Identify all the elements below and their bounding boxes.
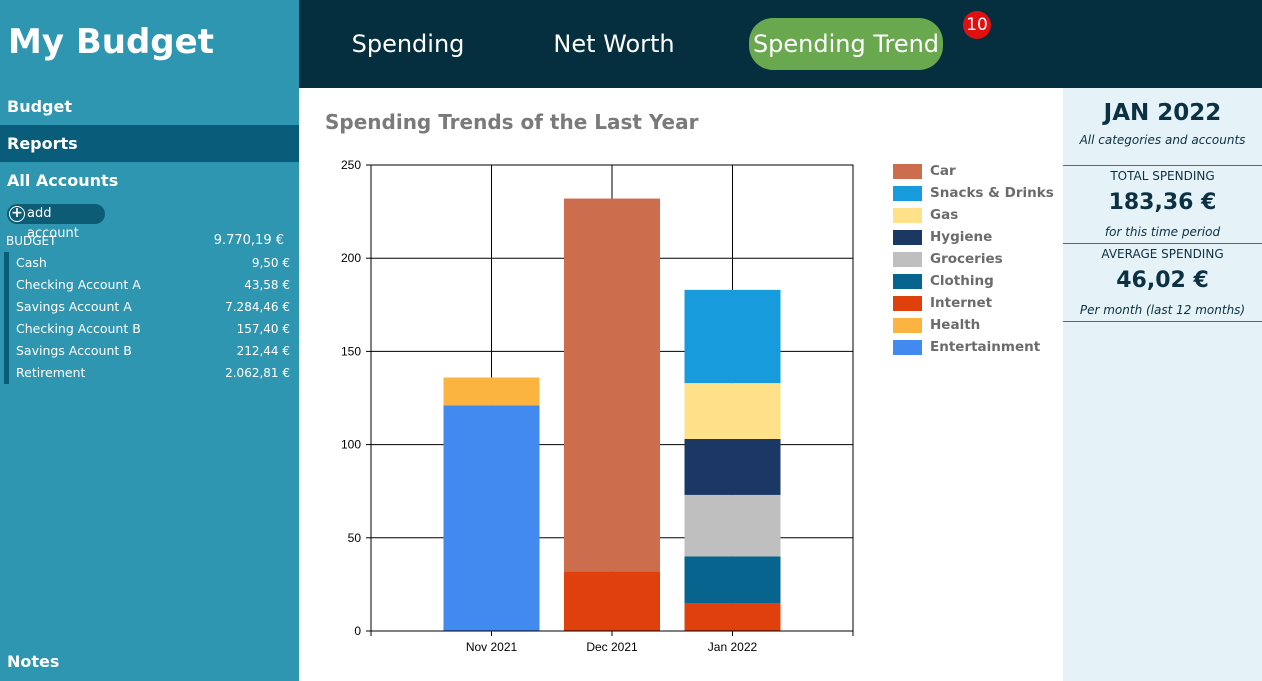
bar-segment — [443, 377, 540, 406]
tab-net-worth[interactable]: Net Worth — [553, 30, 675, 58]
legend-item: Health — [893, 314, 1054, 336]
legend-swatch — [893, 340, 922, 355]
add-account-button[interactable]: + add account — [7, 204, 105, 241]
chart-title: Spending Trends of the Last Year — [325, 110, 699, 134]
legend-item: Internet — [893, 292, 1054, 314]
account-name: Checking Account B — [16, 321, 141, 336]
add-account-label: add account — [27, 206, 79, 241]
account-amount: 2.062,81 € — [225, 366, 290, 380]
bar-segment — [564, 571, 660, 631]
legend-item: Hygiene — [893, 226, 1054, 248]
sidebar-item-all-accounts[interactable]: All Accounts — [7, 171, 119, 190]
legend-item: Gas — [893, 204, 1054, 226]
legend-swatch — [893, 318, 922, 333]
account-item-checking-b[interactable]: Checking Account B 157,40 € — [9, 318, 290, 340]
main-content: 0 50 100 150 200 250 Nov 2021 Dec 2021 Jan 2022 … — [299, 88, 1063, 681]
spending-trend-chart: 0 50 100 150 200 250 Nov 2021 Dec 2021 Jan 2022 — [341, 158, 854, 654]
legend-swatch — [893, 274, 922, 289]
sidebar-item-reports[interactable]: Reports — [0, 125, 299, 162]
account-item-savings-b[interactable]: Savings Account B 212,44 € — [9, 340, 290, 362]
account-name: Savings Account A — [16, 299, 132, 314]
summary-panel: JAN 2022 All categories and accounts TOT… — [1063, 88, 1262, 681]
legend-swatch — [893, 164, 922, 179]
chart-legend: Car Snacks & Drinks Gas Hygiene Groceries Clo… — [893, 160, 1054, 358]
account-item-cash[interactable]: Cash 9,50 € — [9, 252, 290, 274]
legend-label: Internet — [930, 295, 993, 311]
account-name: Cash — [16, 255, 47, 270]
account-amount: 212,44 € — [236, 344, 290, 358]
bar-segment — [564, 198, 660, 572]
total-spending-value: 183,36 € — [1108, 190, 1217, 215]
divider — [1063, 165, 1262, 166]
legend-label: Groceries — [930, 251, 1003, 267]
legend-label: Snacks & Drinks — [930, 185, 1054, 201]
tab-spending[interactable]: Spending — [351, 30, 465, 58]
legend-label: Health — [930, 317, 981, 333]
bar-segment — [684, 439, 781, 495]
budget-group-amount: 9.770,19 € — [213, 233, 284, 248]
y-tick-label: 250 — [341, 158, 361, 172]
legend-swatch — [893, 296, 922, 311]
y-tick-label: 100 — [341, 438, 361, 452]
legend-label: Gas — [930, 207, 959, 223]
total-spending-note: for this time period — [1104, 225, 1221, 239]
tab-spending-trend[interactable]: Spending Trend — [749, 18, 943, 70]
legend-item: Snacks & Drinks — [893, 182, 1054, 204]
period-scope: All categories and accounts — [1079, 133, 1246, 147]
account-amount: 43,58 € — [244, 278, 290, 292]
app-title: My Budget — [8, 22, 214, 62]
bar-segment — [684, 556, 781, 604]
x-tick-label: Nov 2021 — [466, 640, 518, 654]
sidebar: My Budget Budget Reports All Accounts + … — [0, 0, 299, 681]
bar-segment — [684, 603, 781, 631]
x-tick-label: Dec 2021 — [586, 640, 638, 654]
account-amount: 157,40 € — [236, 322, 290, 336]
notification-badge[interactable]: 10 — [963, 11, 991, 39]
legend-label: Entertainment — [930, 339, 1041, 355]
period-month: JAN 2022 — [1103, 100, 1222, 126]
budget-group-row[interactable]: BUDGET 9.770,19 € — [6, 231, 286, 251]
legend-swatch — [893, 252, 922, 267]
legend-swatch — [893, 208, 922, 223]
sidebar-item-notes[interactable]: Notes — [7, 652, 60, 671]
average-spending-value: 46,02 € — [1116, 268, 1209, 293]
legend-swatch — [893, 186, 922, 201]
average-spending-label: AVERAGE SPENDING — [1101, 247, 1224, 261]
legend-item: Clothing — [893, 270, 1054, 292]
account-name: Savings Account B — [16, 343, 132, 358]
account-name: Retirement — [16, 365, 86, 380]
top-nav: Spending Net Worth Spending Trend 10 — [299, 0, 1262, 88]
plot-frame — [370, 164, 854, 632]
legend-item: Car — [893, 160, 1054, 182]
account-item-checking-a[interactable]: Checking Account A 43,58 € — [9, 274, 290, 296]
divider — [1063, 321, 1262, 322]
y-tick-label: 0 — [354, 624, 361, 638]
legend-swatch — [893, 230, 922, 245]
account-item-retirement[interactable]: Retirement 2.062,81 € — [9, 362, 290, 384]
bar-segment — [684, 289, 781, 384]
legend-label: Clothing — [930, 273, 994, 289]
y-tick-label: 150 — [341, 344, 361, 358]
bar-segment — [684, 494, 781, 557]
sidebar-item-budget[interactable]: Budget — [7, 97, 72, 116]
x-tick-label: Jan 2022 — [708, 640, 758, 654]
bar-segment — [443, 405, 540, 631]
legend-item: Groceries — [893, 248, 1054, 270]
y-tick-label: 200 — [341, 251, 361, 265]
bar-segment — [684, 383, 781, 440]
legend-label: Hygiene — [930, 229, 993, 245]
account-name: Checking Account A — [16, 277, 141, 292]
plus-circle-icon: + — [9, 206, 25, 222]
account-amount: 7.284,46 € — [225, 300, 290, 314]
y-tick-label: 50 — [348, 531, 362, 545]
average-spending-note: Per month (last 12 months) — [1079, 303, 1246, 317]
account-amount: 9,50 € — [251, 256, 290, 270]
total-spending-label: TOTAL SPENDING — [1110, 169, 1215, 183]
divider — [1063, 243, 1262, 244]
legend-item: Entertainment — [893, 336, 1054, 358]
account-item-savings-a[interactable]: Savings Account A 7.284,46 € — [9, 296, 290, 318]
legend-label: Car — [930, 163, 956, 179]
budget-group-label: BUDGET — [6, 234, 57, 248]
account-list: Cash 9,50 € Checking Account A 43,58 € Sav… — [4, 252, 290, 384]
